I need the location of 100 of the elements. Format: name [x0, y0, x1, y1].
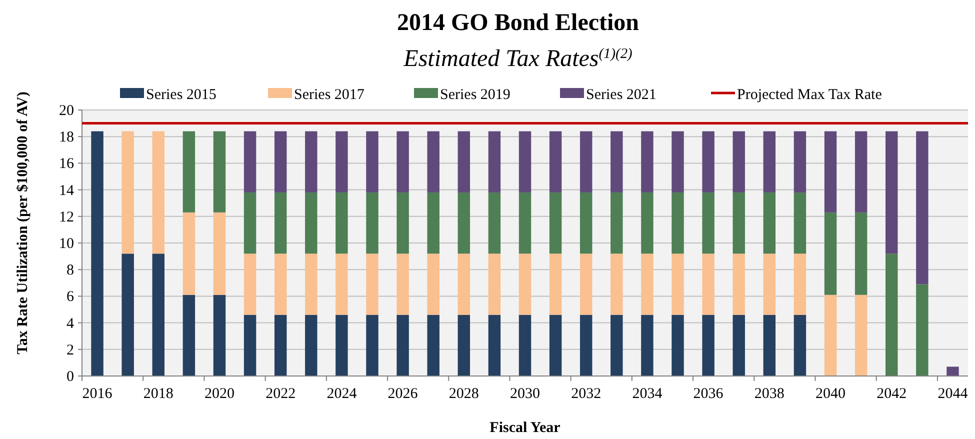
- bar: [244, 254, 256, 315]
- bar: [641, 314, 654, 376]
- bar: [213, 131, 226, 212]
- legend-label: Series 2015: [146, 87, 216, 103]
- bar: [763, 192, 776, 254]
- x-tick-label: 2044: [938, 386, 968, 402]
- bar: [336, 131, 348, 192]
- legend-label: Series 2019: [440, 87, 510, 103]
- x-axis-title: Fiscal Year: [490, 420, 561, 436]
- bar: [763, 131, 776, 192]
- x-tick-label: 2040: [816, 386, 846, 402]
- bar: [244, 131, 256, 192]
- bar: [458, 131, 470, 192]
- bar: [732, 314, 745, 376]
- bar: [672, 314, 684, 376]
- bar: [152, 254, 164, 376]
- bar: [610, 192, 623, 254]
- x-tick-label: 2042: [876, 386, 907, 402]
- bar: [396, 131, 409, 192]
- bar: [458, 192, 470, 254]
- bar: [427, 254, 440, 315]
- bar: [794, 314, 806, 376]
- chart-subtitle: Estimated Tax Rates$^{(1)(2)}$: [402, 46, 633, 72]
- x-tick-label: 2016: [82, 386, 113, 402]
- bar: [763, 314, 776, 376]
- bar: [122, 131, 134, 254]
- bar: [152, 131, 164, 254]
- bar: [336, 192, 348, 254]
- y-tick-label: 20: [59, 103, 74, 119]
- bar: [366, 131, 378, 192]
- bar: [488, 192, 501, 254]
- y-tick-label: 14: [59, 182, 74, 199]
- bar: [518, 192, 532, 254]
- bar: [396, 192, 409, 254]
- bar: [672, 131, 684, 192]
- bar: [702, 254, 714, 315]
- bar: [763, 254, 776, 315]
- bar: [916, 131, 928, 284]
- bar: [336, 314, 348, 376]
- bar: [458, 314, 470, 376]
- y-tick-label: 18: [59, 130, 74, 146]
- bar: [824, 212, 837, 295]
- bar: [488, 131, 501, 192]
- y-tick-label: 10: [59, 236, 74, 252]
- y-axis-title: Tax Rate Utilization (per $100,000 of AV): [15, 92, 31, 354]
- bar: [641, 192, 654, 254]
- bar: [794, 192, 806, 254]
- bar: [549, 254, 562, 315]
- y-tick-label: 6: [66, 289, 74, 306]
- bar: [274, 192, 287, 254]
- legend-label: Series 2021: [586, 87, 656, 103]
- bar: [641, 131, 654, 192]
- bar: [946, 366, 959, 376]
- x-tick-label: 2032: [571, 386, 602, 402]
- bar: [549, 131, 562, 192]
- bar: [824, 131, 837, 212]
- bar: [427, 192, 440, 254]
- chart-title: 2014 GO Bond Election: [396, 10, 640, 36]
- x-tick-label: 2038: [754, 386, 784, 402]
- y-tick-label: 12: [59, 209, 74, 226]
- y-tick-label: 16: [59, 156, 74, 172]
- bar: [854, 131, 868, 212]
- x-tick-label: 2028: [448, 386, 479, 402]
- bar: [488, 314, 501, 376]
- bar: [305, 254, 318, 315]
- bar: [396, 314, 409, 376]
- bar: [518, 131, 532, 192]
- x-tick-label: 2022: [266, 386, 296, 402]
- bar: [244, 314, 256, 376]
- bar: [518, 254, 532, 315]
- bar: [794, 131, 806, 192]
- bar: [732, 192, 745, 254]
- bar: [366, 192, 378, 254]
- bar: [916, 284, 928, 376]
- bar: [366, 314, 378, 376]
- bar: [182, 131, 196, 212]
- bar: [610, 131, 623, 192]
- bar: [182, 212, 196, 295]
- bar: [427, 314, 440, 376]
- bar: [91, 131, 104, 376]
- x-tick-label: 2024: [326, 386, 358, 402]
- bar: [488, 254, 501, 315]
- bar: [580, 131, 592, 192]
- bar: [672, 254, 684, 315]
- legend-label: Series 2017: [294, 87, 365, 103]
- x-tick-label: 2018: [143, 386, 174, 402]
- x-tick-label: 2020: [204, 386, 234, 402]
- bar: [854, 212, 868, 295]
- bar: [886, 131, 898, 254]
- bar: [549, 314, 562, 376]
- x-tick-label: 2036: [693, 386, 724, 402]
- bar: [702, 192, 714, 254]
- bar: [580, 254, 592, 315]
- y-tick-label: 2: [66, 342, 74, 358]
- bar: [732, 131, 745, 192]
- bar: [366, 254, 378, 315]
- bar: [854, 294, 868, 376]
- bar: [610, 314, 623, 376]
- bar: [610, 254, 623, 315]
- bar: [305, 314, 318, 376]
